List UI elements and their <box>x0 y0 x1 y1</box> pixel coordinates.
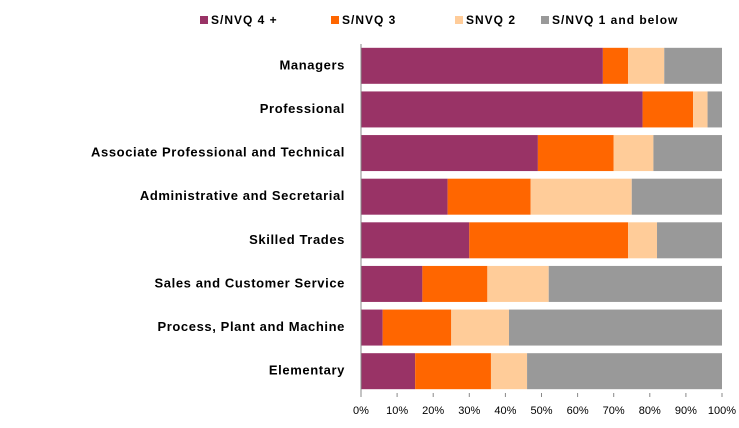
x-tick-label: 10% <box>386 405 408 417</box>
bar-segment <box>642 91 694 128</box>
y-tick-label: Associate Professional and Technical <box>91 145 345 160</box>
bar-segment <box>361 91 643 128</box>
y-tick-label: Process, Plant and Machine <box>157 319 345 334</box>
bar-segment <box>490 353 528 390</box>
bar-segment <box>509 309 722 346</box>
legend-label: S/NVQ 4 + <box>211 13 278 27</box>
bar-segment <box>548 265 722 302</box>
legend-swatch <box>455 16 463 24</box>
bar-segment <box>707 91 722 128</box>
legend-swatch <box>331 16 339 24</box>
bar-segment <box>613 135 654 172</box>
x-tick-label: 50% <box>530 405 552 417</box>
x-tick-label: 70% <box>603 405 625 417</box>
bar-segment <box>527 353 722 390</box>
x-tick-label: 0% <box>353 405 369 417</box>
y-tick-label: Administrative and Secretarial <box>140 188 345 203</box>
bar-segment <box>487 265 549 302</box>
bar-segment <box>602 47 629 84</box>
x-tick-label: 80% <box>639 405 661 417</box>
bar-segment <box>530 178 632 215</box>
x-tick-label: 60% <box>567 405 589 417</box>
bar-segment <box>628 222 658 259</box>
x-tick-label: 20% <box>422 405 444 417</box>
bar-segment <box>447 178 531 215</box>
bar-segment <box>653 135 722 172</box>
legend-swatch <box>200 16 208 24</box>
bar-segment <box>451 309 510 346</box>
bar-segment <box>361 135 538 172</box>
bar-segment <box>361 353 416 390</box>
bar-segment <box>422 265 488 302</box>
bar-segment <box>693 91 708 128</box>
y-tick-label: Elementary <box>269 363 345 378</box>
bar-segment <box>537 135 614 172</box>
legend-label: S/NVQ 1 and below <box>552 13 678 27</box>
bar-segment <box>361 178 448 215</box>
legend-label: SNVQ 2 <box>466 13 516 27</box>
bar-segment <box>631 178 722 215</box>
legend-label: S/NVQ 3 <box>342 13 396 27</box>
bar-segment <box>657 222 722 259</box>
bar-segment <box>361 222 470 259</box>
x-tick-label: 30% <box>458 405 480 417</box>
y-tick-label: Sales and Customer Service <box>155 275 345 290</box>
bar-segment <box>469 222 629 259</box>
bar-segment <box>628 47 665 84</box>
bar-segment <box>382 309 452 346</box>
bar-segment <box>361 265 423 302</box>
bar-segment <box>664 47 722 84</box>
bar-segment <box>361 309 383 346</box>
y-tick-label: Skilled Trades <box>249 232 345 247</box>
x-tick-label: 40% <box>494 405 516 417</box>
x-tick-label: 90% <box>675 405 697 417</box>
legend-swatch <box>541 16 549 24</box>
bar-segment <box>361 47 603 84</box>
x-tick-label: 100% <box>708 405 736 417</box>
y-tick-label: Managers <box>280 57 346 72</box>
y-tick-label: Professional <box>260 101 345 116</box>
bar-segment <box>415 353 491 390</box>
